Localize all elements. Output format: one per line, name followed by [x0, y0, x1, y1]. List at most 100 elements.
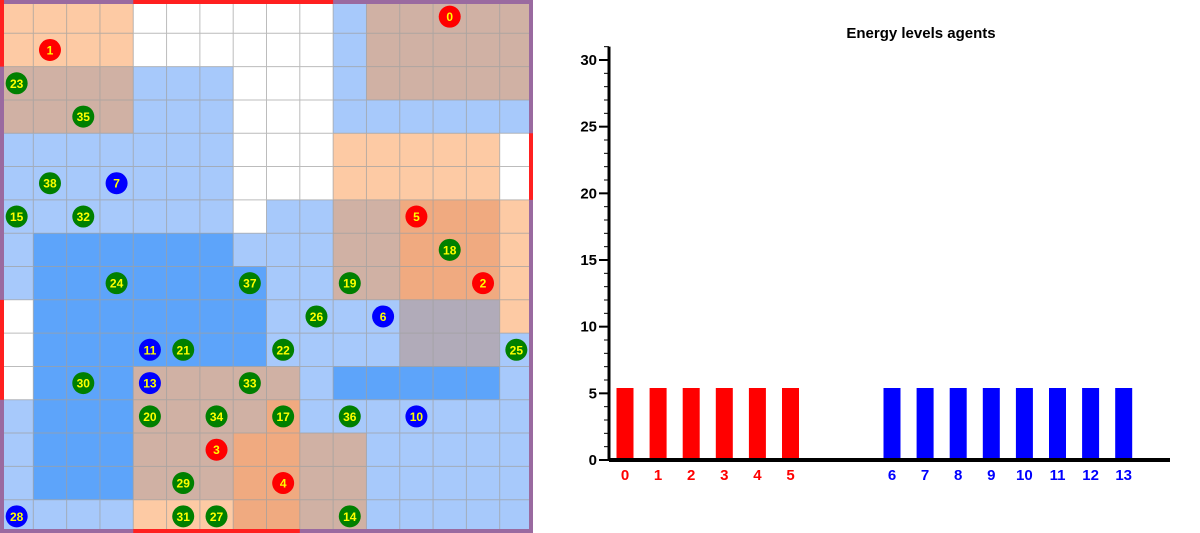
grid-cell	[33, 266, 68, 301]
agent-marker	[272, 405, 295, 428]
grid-cell	[66, 499, 101, 533]
agent-18: 18	[438, 238, 461, 261]
grid-cell	[233, 466, 267, 501]
agent-17: 17	[272, 405, 295, 428]
grid-cell	[199, 266, 234, 301]
bar-8	[949, 388, 967, 460]
grid-cell	[233, 99, 267, 134]
grid-cell	[66, 299, 101, 334]
bar-11	[1049, 388, 1066, 460]
grid-cell	[499, 266, 533, 301]
agent-label: 11	[144, 343, 157, 357]
grid-cell	[166, 99, 201, 134]
agent-5: 5	[405, 205, 428, 228]
grid-cell	[433, 133, 467, 167]
agent-label: 29	[177, 477, 191, 491]
grid-cell	[433, 199, 467, 234]
grid-cell	[66, 33, 101, 68]
grid-cell	[299, 399, 334, 434]
grid-cell	[199, 366, 234, 401]
agent-35: 35	[72, 105, 95, 128]
grid-cell	[166, 199, 201, 234]
grid-cell	[499, 0, 533, 34]
grid-cell	[366, 333, 401, 367]
grid-cell	[0, 466, 34, 501]
agent-1: 1	[38, 38, 61, 61]
grid-cell	[366, 399, 401, 434]
grid-cell	[199, 99, 234, 134]
agent-0: 0	[438, 5, 461, 28]
grid-cell	[399, 333, 434, 367]
agent-label: 24	[110, 277, 124, 291]
grid-cell	[166, 233, 201, 267]
agent-label: 15	[10, 210, 24, 224]
agent-label: 30	[77, 377, 91, 391]
grid-cell	[433, 33, 467, 68]
grid-cell	[466, 299, 501, 334]
agent-label: 4	[280, 477, 287, 491]
agent-marker	[438, 5, 461, 28]
agent-label: 23	[10, 77, 24, 91]
agent-marker	[72, 372, 95, 395]
agent-label: 32	[77, 210, 91, 224]
agent-marker	[272, 472, 295, 495]
agent-marker	[72, 105, 95, 128]
grid-cell	[499, 199, 533, 234]
bar-2	[682, 388, 700, 460]
grid-cell	[33, 466, 68, 501]
grid-cell	[466, 333, 501, 367]
grid-cell	[433, 299, 467, 334]
grid-cell	[33, 399, 68, 434]
grid-cell	[99, 499, 134, 533]
agent-marker	[205, 405, 228, 428]
grid-cell	[333, 166, 367, 201]
grid-cell	[333, 299, 367, 334]
grid-cell	[233, 399, 267, 434]
x-axis: 0 1 2 3 4 5 6 7 8 9 10 11 12 13	[609, 458, 1170, 484]
grid-cell	[299, 499, 334, 533]
grid-cell	[299, 33, 334, 68]
grid-cell	[133, 33, 167, 68]
grid-cell	[133, 466, 167, 501]
agent-label: 14	[343, 510, 357, 524]
grid-cell	[499, 133, 533, 167]
x-tick-label: 9	[987, 467, 995, 484]
grid-cell	[99, 299, 134, 334]
grid-cell	[399, 66, 434, 101]
agent-marker	[105, 272, 128, 295]
agent-label: 19	[343, 277, 357, 291]
x-tick-label: 12	[1082, 467, 1099, 484]
grid-cell	[233, 499, 267, 533]
agent-marker	[338, 272, 361, 295]
grid-cell	[399, 33, 434, 68]
x-tick-label: 13	[1115, 467, 1132, 484]
agent-20: 20	[138, 405, 161, 428]
grid-cell	[166, 433, 201, 467]
grid-cell	[166, 366, 201, 401]
agent-33: 33	[238, 372, 261, 395]
grid-cell	[466, 199, 501, 234]
grid-cell	[99, 333, 134, 367]
grid-cell	[366, 233, 401, 267]
agent-34: 34	[205, 405, 228, 428]
grid-cell	[499, 299, 533, 334]
agent-marker	[172, 472, 195, 495]
agent-label: 0	[446, 10, 453, 24]
grid-cell	[499, 66, 533, 101]
grid-cell	[299, 333, 334, 367]
grid-cell	[366, 133, 401, 167]
grid-cell	[466, 133, 501, 167]
grid-cell	[299, 366, 334, 401]
agent-label: 25	[510, 343, 524, 357]
grid-cell	[433, 499, 467, 533]
grid-cell	[333, 199, 367, 234]
grid-cell	[333, 433, 367, 467]
grid-cell	[33, 299, 68, 334]
grid-cell	[266, 199, 301, 234]
agent-marker	[238, 372, 261, 395]
grid-cell	[433, 166, 467, 201]
grid-cell	[99, 233, 134, 267]
grid-cell	[399, 499, 434, 533]
grid-cell	[0, 0, 34, 34]
y-tick-label: 5	[589, 385, 597, 402]
